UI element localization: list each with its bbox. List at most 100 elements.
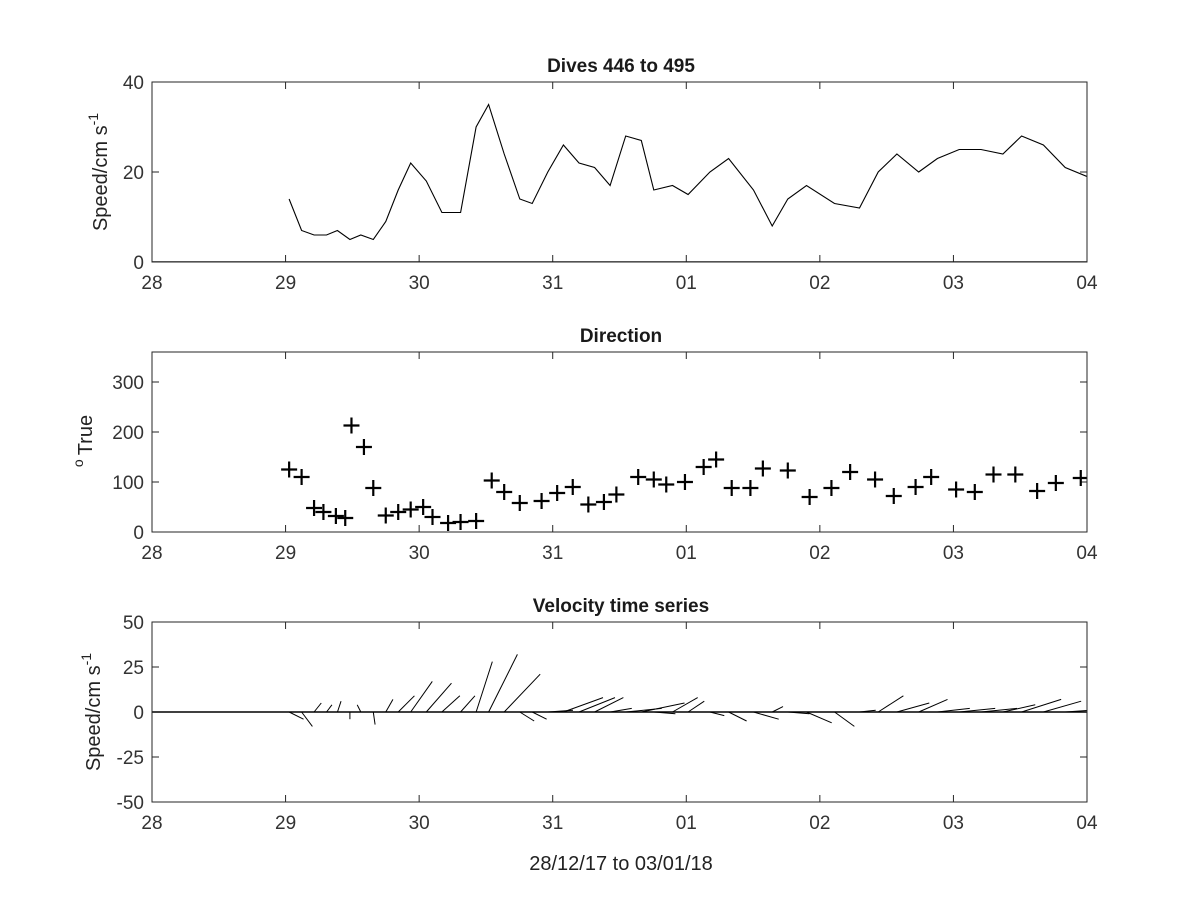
velocity-stick xyxy=(918,698,948,713)
direction-point xyxy=(608,486,625,503)
velocity-stick xyxy=(288,711,304,720)
velocity-xlabel: 28/12/17 to 03/01/18 xyxy=(529,853,713,875)
direction-point xyxy=(390,504,407,520)
speed-xtick-label: 01 xyxy=(676,273,697,294)
velocity-stick xyxy=(641,702,685,713)
direction-point xyxy=(327,508,344,524)
velocity-stick xyxy=(410,681,433,713)
direction-point xyxy=(923,469,940,485)
direction-point xyxy=(723,480,740,496)
direction-point xyxy=(355,439,372,455)
direction-axes-frame xyxy=(151,351,1088,533)
velocity-stick xyxy=(687,700,705,713)
velocity-xtick-label: 03 xyxy=(943,813,964,834)
direction-point xyxy=(645,471,662,488)
velocity-stick xyxy=(519,711,535,722)
speed-xtick-label: 30 xyxy=(409,273,430,294)
direction-data xyxy=(281,417,1087,531)
velocity-plot-area: 28 29 30 31 01 02 03 04 -50 -25 0 25 50 xyxy=(117,613,1098,834)
velocity-stick xyxy=(301,711,313,727)
velocity-stick xyxy=(594,697,624,713)
direction-point xyxy=(580,496,597,513)
direction-ytick-label: 0 xyxy=(133,523,144,544)
speed-plot-area: 28 29 30 31 01 02 03 04 0 20 40 xyxy=(123,73,1098,294)
direction-point xyxy=(907,479,924,495)
direction-point xyxy=(564,479,581,495)
direction-ytick-label: 200 xyxy=(112,423,144,444)
velocity-stick xyxy=(488,654,518,713)
direction-point xyxy=(754,460,771,477)
velocity-data xyxy=(152,654,1087,727)
direction-xtick-label: 30 xyxy=(409,543,430,564)
direction-xtick-label: 03 xyxy=(943,543,964,564)
direction-plot-area: 28 29 30 31 01 02 03 04 0 100 200 300 xyxy=(112,351,1098,564)
velocity-xtick-label: 31 xyxy=(542,813,563,834)
velocity-stick xyxy=(1065,710,1087,713)
direction-point xyxy=(365,480,382,496)
velocity-ylabel: Speed/cm s-1 xyxy=(78,653,105,771)
direction-point xyxy=(1029,483,1046,499)
direction-xtick-label: 28 xyxy=(141,543,162,564)
direction-point xyxy=(985,466,1002,483)
direction-point xyxy=(676,474,693,490)
speed-xtick-label: 29 xyxy=(275,273,296,294)
direction-point xyxy=(281,461,298,478)
velocity-xtick-label: 04 xyxy=(1076,813,1098,834)
velocity-stick xyxy=(753,711,779,720)
direction-point xyxy=(823,480,840,496)
direction-xtick-label: 29 xyxy=(275,543,296,564)
velocity-stick xyxy=(806,711,832,724)
velocity-stick xyxy=(959,707,996,713)
velocity-stick xyxy=(709,711,725,717)
velocity-ytick-label: -25 xyxy=(117,748,144,769)
velocity-ytick-label: 0 xyxy=(133,703,144,724)
direction-point xyxy=(742,480,759,496)
velocity-ylabel-sup: -1 xyxy=(78,653,94,666)
velocity-stick xyxy=(563,697,604,713)
direction-ylabel-sup: o xyxy=(70,459,86,467)
velocity-stick xyxy=(425,682,452,713)
velocity-stick xyxy=(441,695,461,713)
velocity-stick xyxy=(475,661,493,713)
velocity-stick xyxy=(771,706,784,713)
direction-point xyxy=(496,484,513,500)
speed-xtick-label: 03 xyxy=(943,273,964,294)
direction-xtick-label: 02 xyxy=(809,543,830,564)
velocity-stick xyxy=(356,704,362,713)
velocity-stick xyxy=(1043,700,1082,713)
direction-point xyxy=(695,459,712,475)
velocity-stick xyxy=(672,697,698,713)
velocity-stick xyxy=(326,704,333,713)
velocity-xtick-label: 29 xyxy=(275,813,296,834)
velocity-stick xyxy=(834,711,855,727)
velocity-stick xyxy=(896,702,930,713)
direction-point xyxy=(779,462,796,479)
velocity-ylabel-text: Speed/cm s xyxy=(83,665,105,771)
direction-point xyxy=(549,485,566,501)
velocity-stick xyxy=(460,695,476,713)
velocity-stick xyxy=(728,711,747,722)
speed-xtick-label: 02 xyxy=(809,273,830,294)
velocity-stick xyxy=(503,673,541,713)
speed-xtick-label: 04 xyxy=(1076,273,1098,294)
velocity-stick xyxy=(313,702,322,713)
speed-title: Dives 446 to 495 xyxy=(547,56,695,77)
direction-point xyxy=(966,484,983,500)
direction-point xyxy=(452,514,469,530)
direction-point xyxy=(468,513,485,529)
velocity-panel: Velocity time series Speed/cm s-1 28/12/… xyxy=(78,596,1098,875)
direction-point xyxy=(315,504,332,520)
direction-point xyxy=(1007,466,1024,483)
velocity-stick xyxy=(787,711,810,715)
velocity-stick xyxy=(980,707,1018,713)
direction-point xyxy=(293,469,310,485)
direction-point xyxy=(533,493,550,509)
velocity-title: Velocity time series xyxy=(533,596,709,617)
velocity-stick xyxy=(336,701,342,713)
velocity-stick xyxy=(937,707,970,713)
velocity-stick xyxy=(859,709,876,713)
direction-xtick-label: 31 xyxy=(542,543,563,564)
speed-panel: Dives 446 to 495 Speed/cm s-1 28 29 30 31 01… xyxy=(85,56,1098,294)
velocity-stick xyxy=(1002,704,1036,713)
